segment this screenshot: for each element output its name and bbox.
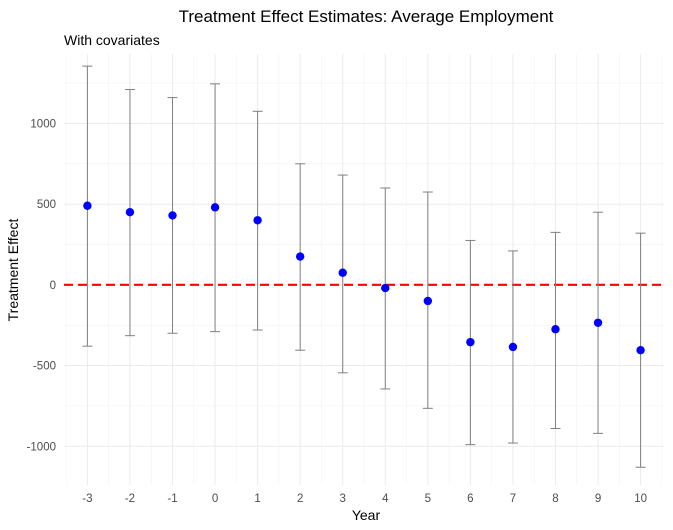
data-point <box>466 337 475 347</box>
y-tick-label: 500 <box>37 199 56 211</box>
chart-title: Treatment Effect Estimates: Average Empl… <box>179 7 554 26</box>
y-tick-label: 1000 <box>30 118 56 130</box>
data-points <box>83 201 645 355</box>
data-point <box>423 296 433 306</box>
plot-area <box>64 54 664 485</box>
data-point <box>253 216 262 225</box>
x-tick-label: 1 <box>254 493 260 505</box>
x-tick-label: 5 <box>425 493 431 505</box>
data-point <box>83 201 92 210</box>
data-point <box>168 211 177 220</box>
x-tick-label: -1 <box>167 493 177 505</box>
grid-lines <box>64 54 664 485</box>
x-tick-label: 3 <box>340 493 346 505</box>
x-axis-title: Year <box>352 507 381 523</box>
data-point <box>338 268 347 277</box>
data-point <box>636 346 645 355</box>
data-point <box>551 325 560 334</box>
x-axis-tick-labels: -3 -2 -1 0 1 2 3 4 5 6 7 8 9 10 <box>82 493 647 505</box>
chart-subtitle: With covariates <box>64 32 160 48</box>
data-point <box>381 283 390 293</box>
x-tick-label: 6 <box>467 493 473 505</box>
x-tick-label: 2 <box>297 493 303 505</box>
x-tick-label: 4 <box>382 493 389 505</box>
data-point <box>593 318 603 327</box>
data-point <box>210 203 220 212</box>
x-tick-label: 9 <box>595 493 601 505</box>
data-point <box>508 342 518 352</box>
y-axis-title: Treatment Effect <box>5 219 21 322</box>
x-tick-label: -2 <box>125 493 135 505</box>
x-tick-label: 7 <box>510 493 516 505</box>
x-tick-label: 8 <box>552 493 558 505</box>
y-tick-label: -1000 <box>27 441 56 453</box>
data-point <box>295 252 305 261</box>
x-tick-label: 10 <box>634 493 647 505</box>
y-tick-label: -500 <box>33 361 56 373</box>
y-tick-label: 0 <box>50 280 56 292</box>
x-tick-label: 0 <box>212 493 218 505</box>
x-tick-label: -3 <box>82 493 92 505</box>
data-point <box>125 207 135 217</box>
y-axis-tick-labels: -1000 -500 0 500 1000 <box>27 118 56 453</box>
